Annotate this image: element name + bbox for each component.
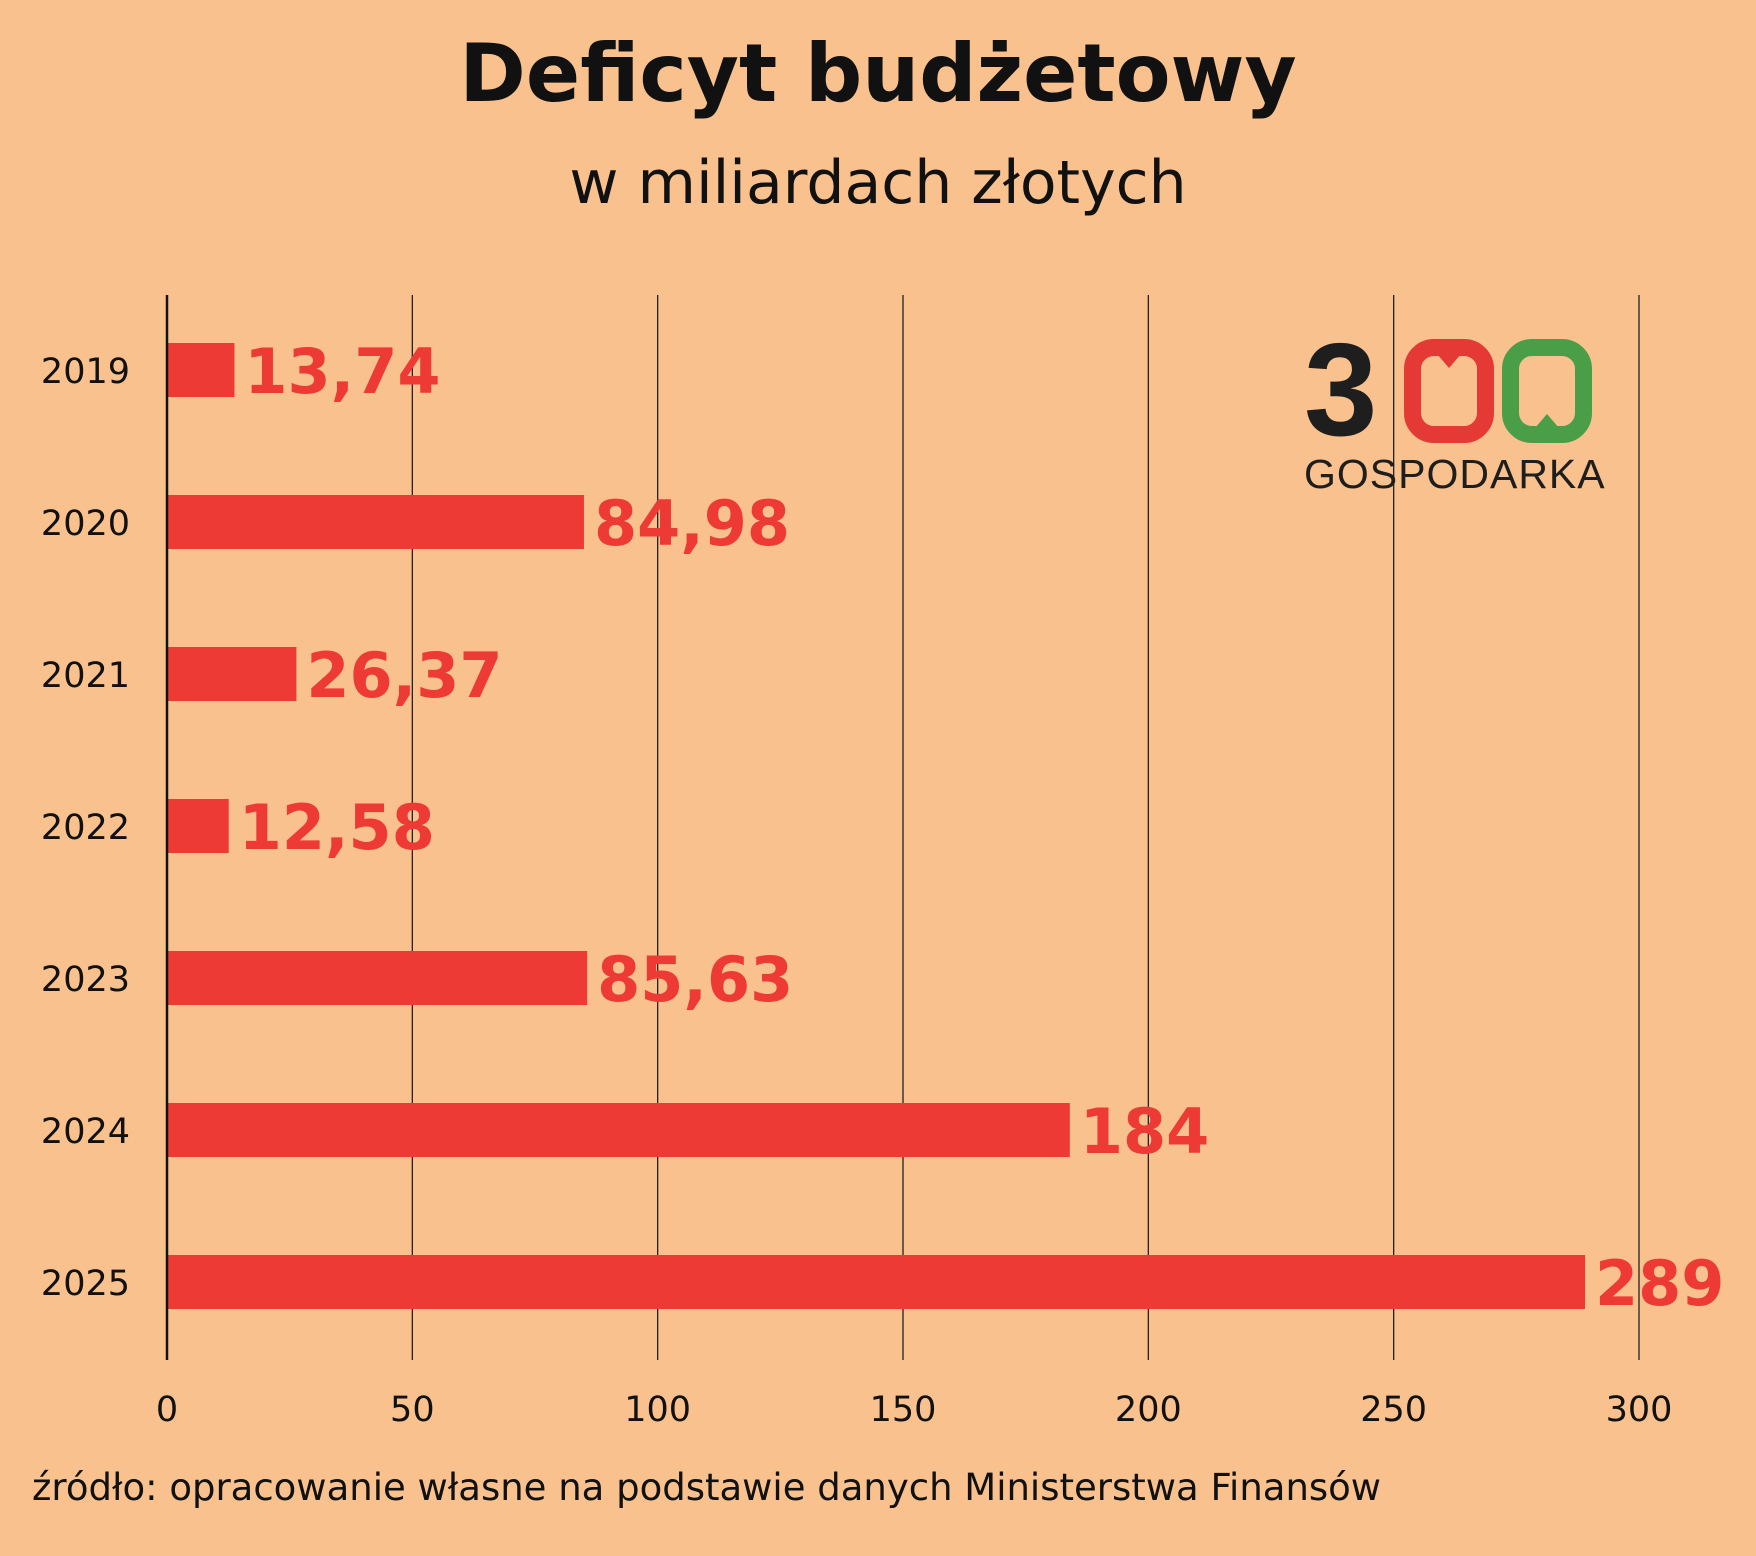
chart-title: Deficyt budżetowy — [459, 27, 1297, 120]
x-tick-labels: 0 50 100 150 200 250 300 — [156, 1390, 1673, 1430]
logo-300-gospodarka: 3 GOSPODARKA — [1304, 316, 1609, 498]
category-label: 2025 — [41, 1264, 130, 1304]
grid-lines — [411, 295, 1640, 1360]
x-tick-label: 300 — [1606, 1390, 1673, 1430]
category-label: 2024 — [41, 1112, 130, 1152]
data-label: 184 — [1080, 1095, 1209, 1168]
data-label: 13,74 — [244, 335, 440, 408]
bar — [167, 343, 235, 397]
x-tick-label: 0 — [156, 1390, 178, 1430]
category-label: 2021 — [41, 656, 130, 696]
bars — [167, 343, 1586, 1309]
logo-mark: 3 — [1304, 316, 1609, 463]
x-tick-label: 250 — [1360, 1390, 1427, 1430]
x-tick-label: 50 — [390, 1390, 435, 1430]
category-label: 2022 — [41, 808, 130, 848]
category-label: 2019 — [41, 352, 130, 392]
x-tick-label: 100 — [624, 1390, 691, 1430]
logo-wordmark: GOSPODARKA — [1304, 451, 1606, 497]
category-label: 2023 — [41, 960, 130, 1000]
x-tick-label: 150 — [870, 1390, 937, 1430]
logo-digit: 3 — [1304, 316, 1378, 463]
category-labels: 2019 2020 2021 2022 2023 2024 2025 — [41, 352, 130, 1304]
bar — [167, 799, 229, 853]
data-label: 84,98 — [594, 487, 790, 560]
data-label: 289 — [1595, 1247, 1724, 1320]
data-label: 12,58 — [239, 791, 435, 864]
bar — [167, 1255, 1586, 1309]
source-note: źródło: opracowanie własne na podstawie … — [32, 1466, 1382, 1509]
bar — [167, 647, 297, 701]
bar-chart: 13,74 84,98 26,37 12,58 85,63 184 289 2019 2020… — [41, 295, 1725, 1430]
logo-red-zero — [1404, 339, 1494, 443]
bar — [167, 495, 584, 549]
category-label: 2020 — [41, 504, 130, 544]
data-label: 26,37 — [306, 639, 502, 712]
bar — [167, 951, 588, 1005]
data-label: 85,63 — [597, 943, 793, 1016]
chart-subtitle: w miliardach złotych — [569, 148, 1187, 218]
data-labels: 13,74 84,98 26,37 12,58 85,63 184 289 — [239, 335, 1725, 1320]
x-tick-label: 200 — [1115, 1390, 1182, 1430]
bar — [167, 1103, 1070, 1157]
logo-green-zero — [1502, 339, 1592, 443]
